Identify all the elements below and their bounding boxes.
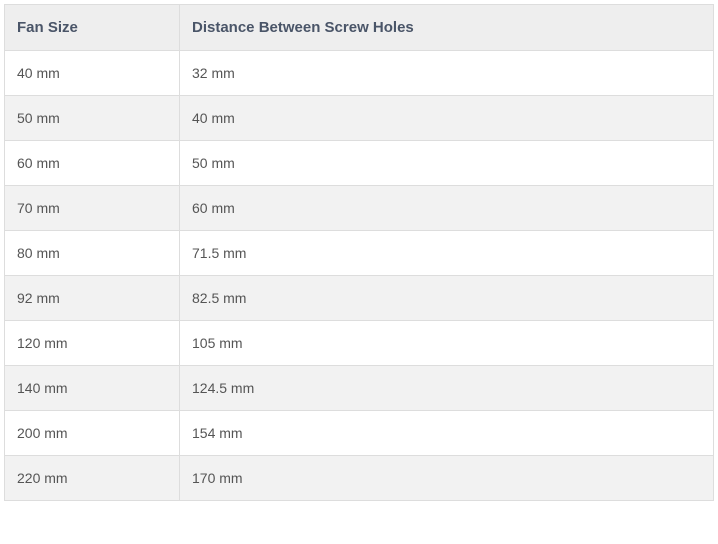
cell-fan-size: 120 mm — [5, 321, 180, 366]
table-row: 120 mm 105 mm — [5, 321, 714, 366]
cell-fan-size: 92 mm — [5, 276, 180, 321]
table-row: 200 mm 154 mm — [5, 411, 714, 456]
cell-distance: 105 mm — [180, 321, 714, 366]
table-row: 60 mm 50 mm — [5, 141, 714, 186]
cell-distance: 32 mm — [180, 51, 714, 96]
cell-fan-size: 50 mm — [5, 96, 180, 141]
table-row: 50 mm 40 mm — [5, 96, 714, 141]
cell-distance: 50 mm — [180, 141, 714, 186]
column-header-distance: Distance Between Screw Holes — [180, 5, 714, 51]
cell-fan-size: 70 mm — [5, 186, 180, 231]
cell-distance: 154 mm — [180, 411, 714, 456]
cell-fan-size: 200 mm — [5, 411, 180, 456]
table-row: 140 mm 124.5 mm — [5, 366, 714, 411]
table-row: 92 mm 82.5 mm — [5, 276, 714, 321]
cell-distance: 170 mm — [180, 456, 714, 501]
table-row: 80 mm 71.5 mm — [5, 231, 714, 276]
table-row: 70 mm 60 mm — [5, 186, 714, 231]
table-row: 40 mm 32 mm — [5, 51, 714, 96]
cell-distance: 40 mm — [180, 96, 714, 141]
cell-distance: 124.5 mm — [180, 366, 714, 411]
cell-fan-size: 40 mm — [5, 51, 180, 96]
cell-distance: 82.5 mm — [180, 276, 714, 321]
cell-fan-size: 80 mm — [5, 231, 180, 276]
table-header-row: Fan Size Distance Between Screw Holes — [5, 5, 714, 51]
cell-fan-size: 140 mm — [5, 366, 180, 411]
table-row: 220 mm 170 mm — [5, 456, 714, 501]
cell-distance: 71.5 mm — [180, 231, 714, 276]
cell-fan-size: 60 mm — [5, 141, 180, 186]
fan-size-table: Fan Size Distance Between Screw Holes 40… — [4, 4, 714, 501]
cell-distance: 60 mm — [180, 186, 714, 231]
cell-fan-size: 220 mm — [5, 456, 180, 501]
column-header-fan-size: Fan Size — [5, 5, 180, 51]
